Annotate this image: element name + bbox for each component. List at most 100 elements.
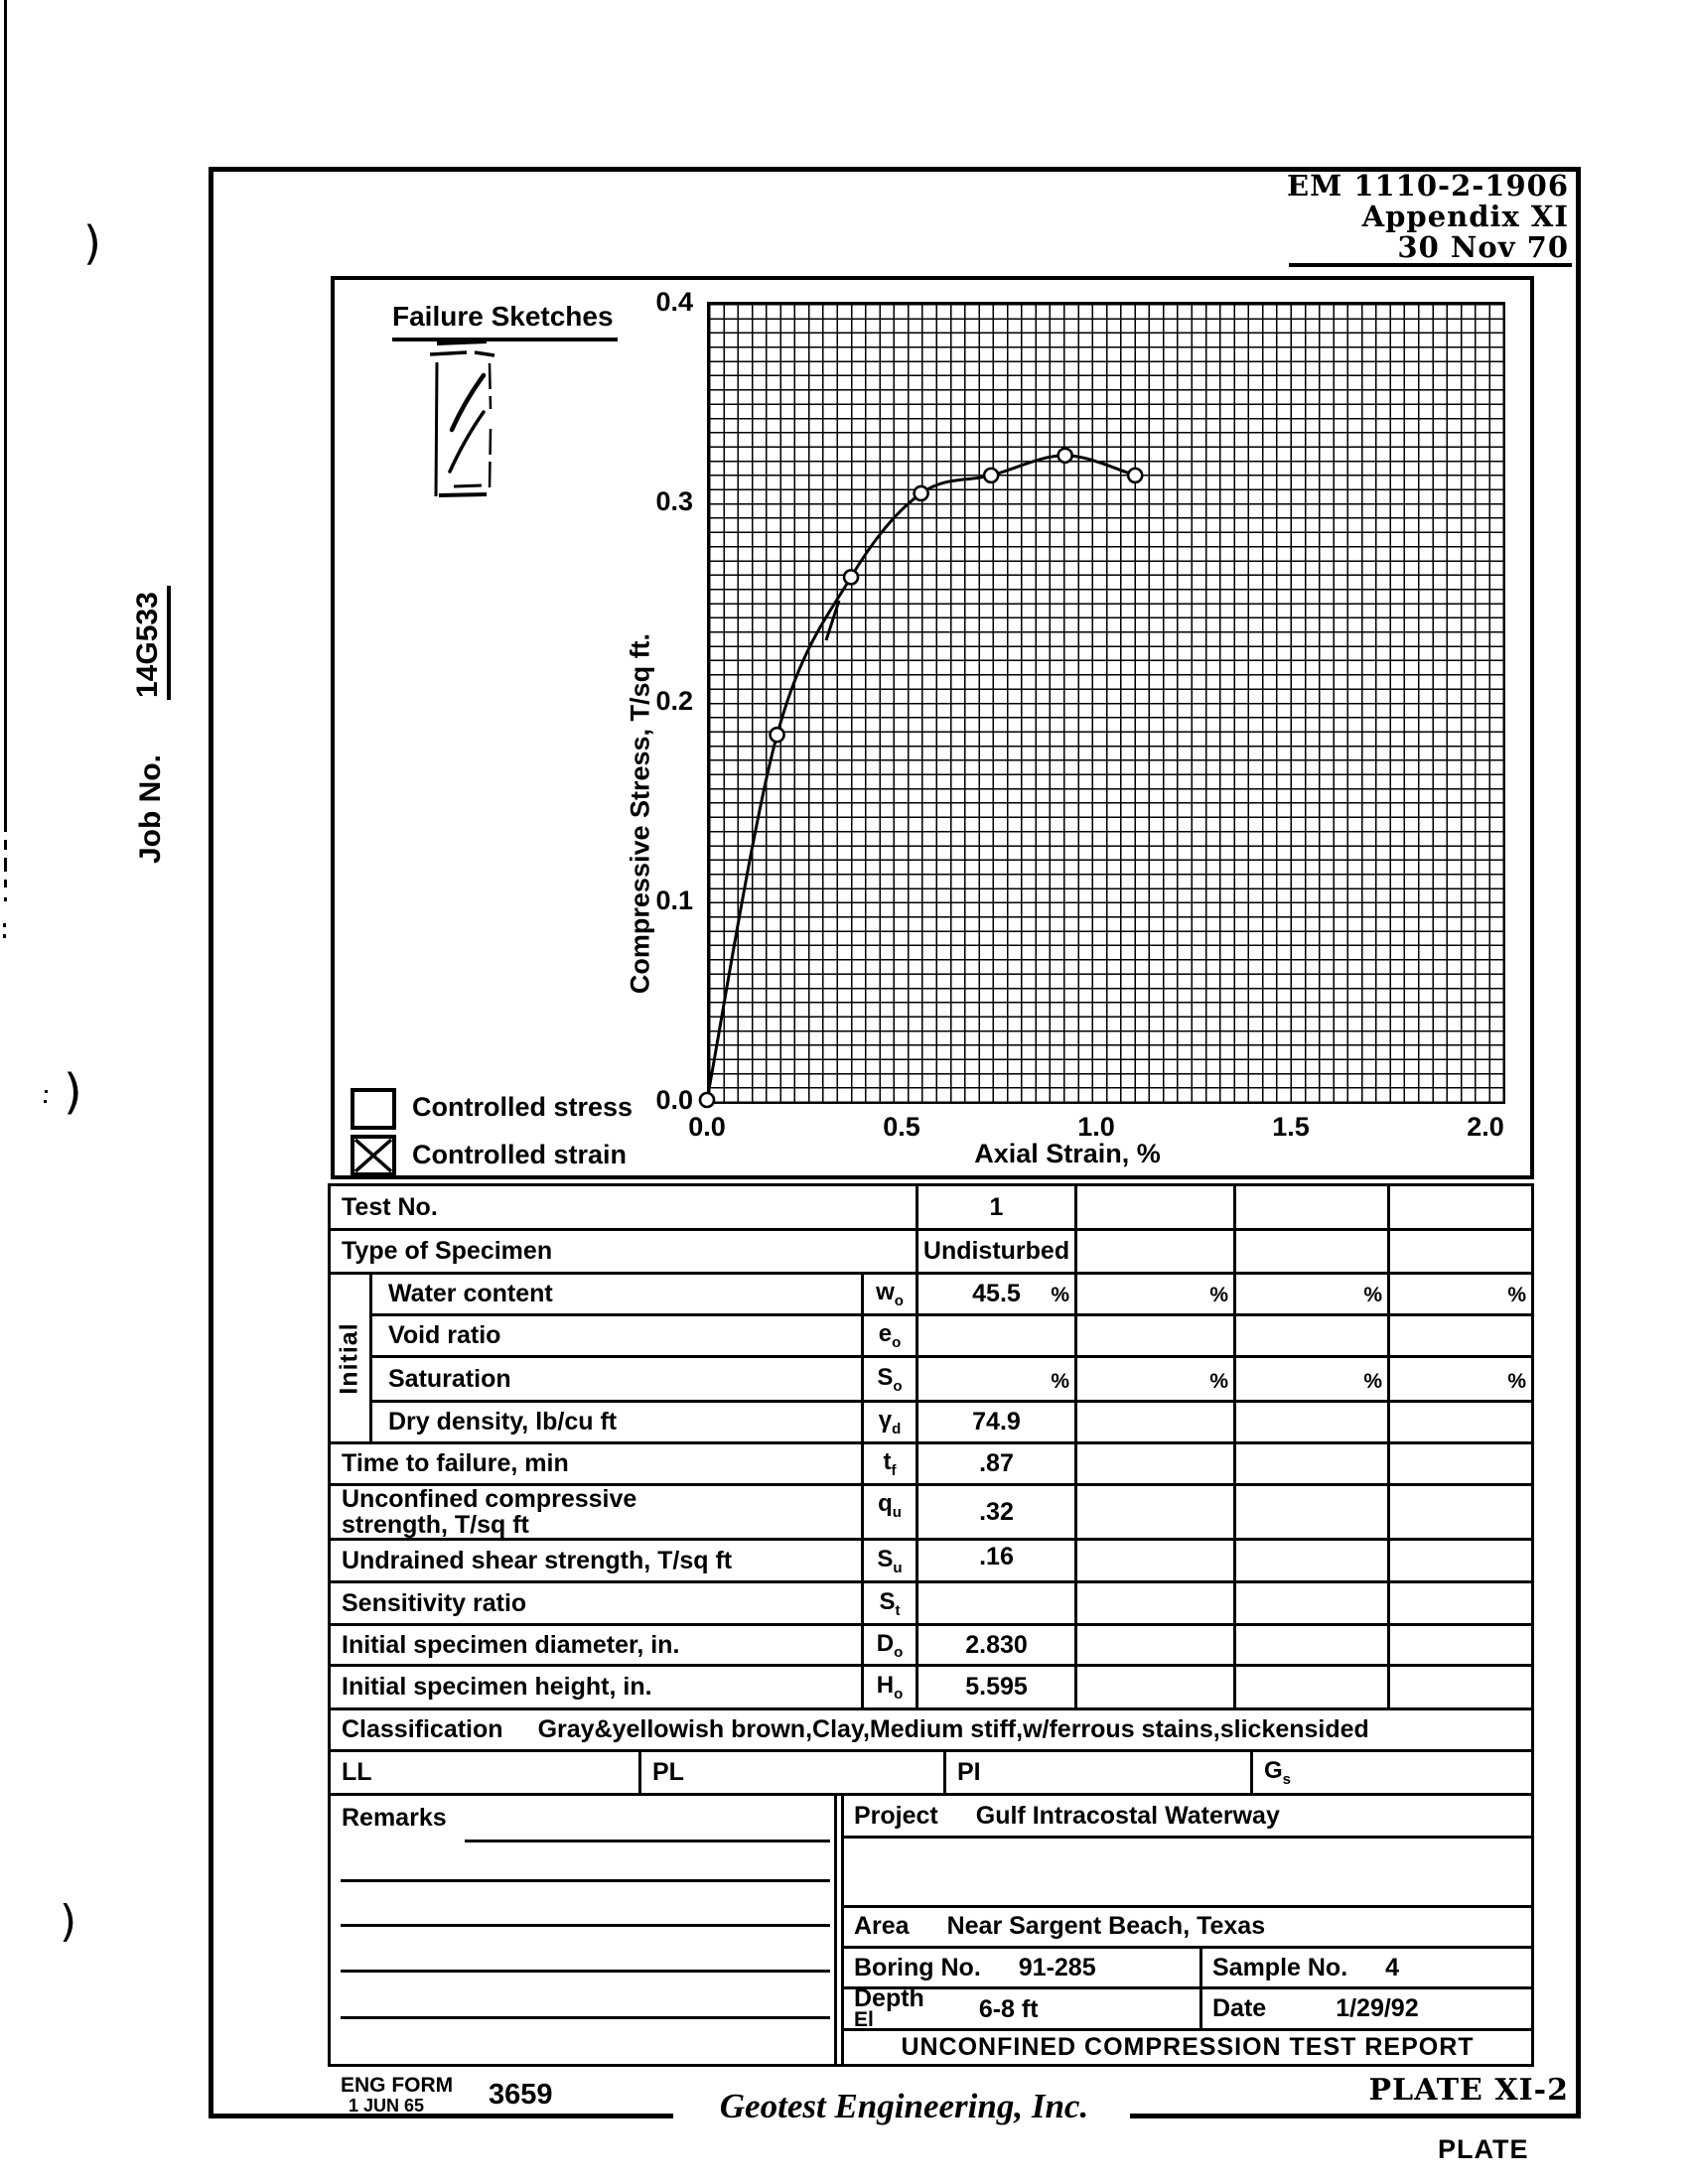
initial-group-cell: Initial <box>331 1272 372 1441</box>
y-tick-label: 0.2 <box>655 686 693 716</box>
scan-dash-artifact <box>4 880 7 887</box>
document-reference-header: EM 1110-2-1906 Appendix XI 30 Nov 70 <box>1172 171 1569 263</box>
table-row-saturation: Saturation So % % % % <box>331 1355 1531 1400</box>
boring-value: 91-285 <box>1018 1953 1096 1981</box>
table-row-atterberg: LL PL PI Gs <box>331 1749 1531 1793</box>
table-row-time-to-failure: Time to failure, min tf .87 <box>331 1441 1531 1483</box>
table-row-initial-diameter: Initial specimen diameter, in. Do 2.830 <box>331 1623 1531 1664</box>
y-axis-title: Compressive Stress, T/sq ft. <box>625 632 655 995</box>
scan-dot-artifact <box>3 923 6 927</box>
report-title-row: UNCONFINED COMPRESSION TEST REPORT <box>844 2031 1531 2064</box>
table-row-unconfined-strength: Unconfined compressive strength, T/sq ft… <box>331 1483 1531 1538</box>
failure-sketches-label: Failure Sketches <box>392 301 618 341</box>
table-row-sensitivity: Sensitivity ratio St <box>331 1580 1531 1623</box>
remarks-blank-line <box>341 1924 830 1927</box>
date-value: 1/29/92 <box>1336 1994 1419 2023</box>
doc-date: 30 Nov 70 <box>1397 230 1569 264</box>
initial-group-label: Initial <box>336 1321 364 1395</box>
table-row-dry-density: Dry density, lb/cu ft γd 74.9 <box>331 1400 1531 1441</box>
row-label: Void ratio <box>388 1321 501 1349</box>
ll-label: LL <box>342 1758 372 1786</box>
percent-sign: % <box>1051 1370 1069 1393</box>
table-row-test-no: Test No. 1 <box>331 1186 1531 1228</box>
plate-word: PLATE <box>1438 2134 1529 2164</box>
cell-value: .87 <box>979 1449 1014 1477</box>
y-tick-label: 0.3 <box>655 486 693 516</box>
plot-grid <box>707 302 1505 1104</box>
percent-sign: % <box>1209 1284 1228 1306</box>
row-label: Unconfined compressive strength, T/sq ft <box>342 1485 637 1539</box>
row-label: Test No. <box>342 1192 438 1221</box>
table-row-initial-height: Initial specimen height, in. Ho 5.595 <box>331 1664 1531 1707</box>
chart-section-border <box>331 276 1534 1179</box>
x-mark-icon <box>354 1139 392 1172</box>
cell-value: 5.595 <box>965 1673 1028 1701</box>
row-symbol: So <box>877 1363 903 1395</box>
row-label: Sensitivity ratio <box>342 1588 527 1617</box>
stress-strain-curve <box>698 447 1144 1109</box>
data-point <box>1126 467 1144 484</box>
curve-pen-skip <box>824 600 841 641</box>
job-number-value: 14G533 <box>131 586 171 700</box>
cell-value: 1 <box>989 1192 1004 1221</box>
remarks-blank-line <box>465 1840 830 1843</box>
remarks-section: Remarks <box>331 1796 837 2064</box>
table-row-undrained-strength: Undrained shear strength, T/sq ft Su .16 <box>331 1538 1531 1580</box>
y-tick-label: 0.0 <box>655 1085 693 1115</box>
depth-label: Depth El <box>854 1983 924 2031</box>
area-row: Area Near Sargent Beach, Texas <box>844 1908 1531 1949</box>
scan-dot-artifact <box>3 934 6 938</box>
plate-number: PLATE XI-2 <box>1368 2073 1569 2108</box>
row-label: Water content <box>388 1280 553 1307</box>
controlled-stress-label: Controlled stress <box>412 1092 634 1122</box>
scan-dash-artifact <box>4 858 7 872</box>
scan-line-artifact <box>4 0 7 832</box>
cell-value: .32 <box>979 1497 1014 1526</box>
boring-label: Boring No. <box>854 1953 981 1981</box>
row-symbol: Ho <box>876 1672 904 1703</box>
boring-sample-row: Boring No. 91-285 Sample No. 4 <box>844 1948 1531 1990</box>
form-border-bottom-right <box>1130 2114 1576 2118</box>
cell-value: .16 <box>979 1543 1014 1570</box>
remarks-blank-line <box>341 1879 830 1882</box>
percent-sign: % <box>1209 1370 1228 1393</box>
row-symbol: qu <box>878 1490 902 1521</box>
cell-value: Undisturbed <box>922 1237 1070 1265</box>
header-underline <box>1289 263 1572 267</box>
scan-paren-mark: ) <box>64 1064 82 1120</box>
form-number: 3659 <box>489 2079 553 2111</box>
row-symbol: eo <box>878 1320 902 1351</box>
percent-sign: % <box>1507 1284 1526 1306</box>
report-title: UNCONFINED COMPRESSION TEST REPORT <box>901 2033 1475 2062</box>
cell-value: 2.830 <box>965 1630 1028 1659</box>
row-symbol: Do <box>876 1629 904 1661</box>
percent-sign: % <box>1363 1284 1382 1306</box>
cell-value: 74.9 <box>972 1408 1021 1435</box>
percent-sign: % <box>1051 1284 1069 1306</box>
depth-value: 6-8 ft <box>978 1995 1039 2024</box>
scan-dash-artifact <box>4 840 7 850</box>
project-label: Project <box>854 1801 938 1830</box>
eng-form-label: ENG FORM <box>341 2074 454 2097</box>
eng-form-date: 1 JUN 65 <box>349 2096 425 2116</box>
row-label: Dry density, lb/cu ft <box>388 1408 618 1435</box>
scan-paren-mark: ) <box>83 216 101 270</box>
form-border <box>209 167 1581 2118</box>
area-value: Near Sargent Beach, Texas <box>946 1912 1266 1941</box>
row-symbol: γd <box>878 1407 902 1437</box>
company-name: Geotest Engineering, Inc. <box>719 2087 1089 2125</box>
data-point <box>698 1091 716 1109</box>
data-point <box>913 484 929 502</box>
x-axis-title: Axial Strain, % <box>974 1139 1161 1168</box>
controlled-strain-checkbox <box>351 1135 396 1176</box>
x-tick-label: 0.5 <box>883 1112 920 1142</box>
table-row-water-content: Water content wo 45.5% % % % <box>331 1272 1531 1313</box>
eng-form-block: ENG FORM 1 JUN 65 <box>341 2075 453 2116</box>
depth-date-row: Depth El 6-8 ft Date 1/29/92 <box>844 1983 1531 2032</box>
row-symbol: Su <box>877 1545 903 1576</box>
sample-label: Sample No. <box>1212 1953 1348 1981</box>
table-row-void-ratio: Void ratio eo <box>331 1313 1531 1355</box>
y-tick-label: 0.1 <box>655 886 693 915</box>
row-label: Undrained shear strength, T/sq ft <box>342 1546 733 1574</box>
